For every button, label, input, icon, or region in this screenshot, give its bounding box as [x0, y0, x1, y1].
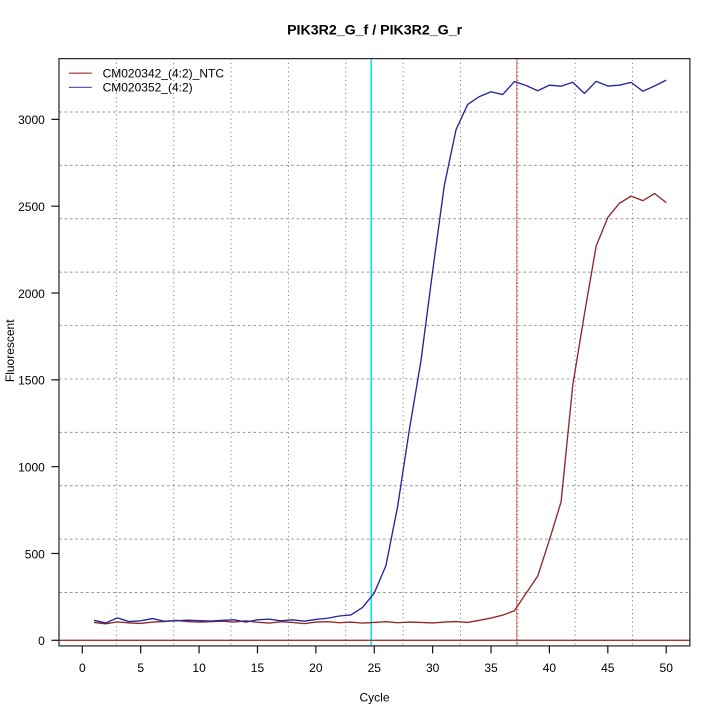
svg-text:50: 50 [660, 661, 674, 675]
svg-text:CM020352_(4:2): CM020352_(4:2) [103, 81, 193, 95]
svg-text:15: 15 [251, 661, 265, 675]
svg-text:2500: 2500 [18, 200, 45, 214]
svg-text:PIK3R2_G_f / PIK3R2_G_r: PIK3R2_G_f / PIK3R2_G_r [287, 22, 463, 38]
svg-text:30: 30 [426, 661, 440, 675]
svg-text:45: 45 [601, 661, 615, 675]
svg-text:5: 5 [137, 661, 144, 675]
svg-text:25: 25 [368, 661, 382, 675]
svg-text:1000: 1000 [18, 460, 45, 474]
svg-text:20: 20 [309, 661, 323, 675]
svg-text:1500: 1500 [18, 374, 45, 388]
svg-text:CM020342_(4:2)_NTC: CM020342_(4:2)_NTC [103, 66, 225, 80]
svg-text:35: 35 [484, 661, 498, 675]
svg-text:Cycle: Cycle [359, 691, 389, 705]
svg-text:2000: 2000 [18, 287, 45, 301]
svg-text:0: 0 [79, 661, 86, 675]
svg-text:500: 500 [25, 547, 45, 561]
svg-text:40: 40 [543, 661, 557, 675]
svg-text:Fluorescent: Fluorescent [3, 319, 17, 382]
svg-text:3000: 3000 [18, 113, 45, 127]
svg-text:0: 0 [38, 634, 45, 648]
svg-text:10: 10 [192, 661, 206, 675]
